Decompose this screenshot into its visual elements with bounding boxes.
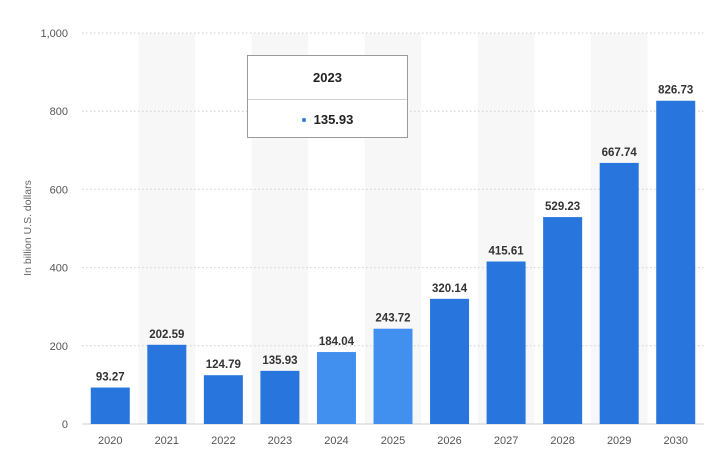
- data-label-2021: 202.59: [149, 329, 184, 341]
- x-tick-label: 2024: [324, 435, 348, 447]
- bar-2028[interactable]: [543, 217, 583, 424]
- data-label-2030: 826.73: [658, 85, 693, 97]
- data-label-2027: 415.61: [488, 245, 524, 257]
- x-tick-label: 2025: [381, 435, 405, 447]
- y-tick-label: 400: [50, 263, 68, 275]
- x-tick-label: 2030: [663, 435, 687, 447]
- bar-2026[interactable]: [430, 298, 470, 424]
- y-axis-title: In billion U.S. dollars: [22, 180, 34, 276]
- tooltip-value: 135.93: [313, 112, 354, 127]
- bar-2030[interactable]: [656, 100, 696, 425]
- data-label-2022: 124.79: [206, 359, 241, 371]
- bar-2027[interactable]: [486, 261, 526, 424]
- y-tick-label: 0: [62, 419, 68, 431]
- y-tick-label: 200: [50, 341, 68, 353]
- x-tick-label: 2022: [211, 435, 235, 447]
- bar-2020[interactable]: [90, 387, 130, 424]
- data-label-2025: 243.72: [375, 313, 410, 325]
- bar-2022[interactable]: [203, 375, 243, 424]
- data-label-2026: 320.14: [432, 283, 468, 295]
- data-label-2023: 135.93: [262, 355, 297, 367]
- tooltip: 2023 135.93: [247, 55, 408, 138]
- bar-2021[interactable]: [147, 344, 187, 424]
- series-dot-icon: [301, 117, 306, 122]
- bar-2029[interactable]: [599, 162, 639, 424]
- tooltip-body: 135.93: [248, 100, 407, 139]
- x-tick-label: 2021: [155, 435, 179, 447]
- x-axis-ticks: 2020 2021 2022 2023 2024 2025 2026 2027 2028 2029…: [98, 435, 688, 447]
- x-tick-label: 2028: [550, 435, 574, 447]
- x-tick-label: 2020: [98, 435, 122, 447]
- data-label-2020: 93.27: [96, 372, 125, 384]
- x-tick-label: 2027: [494, 435, 518, 447]
- bar-2023[interactable]: [260, 370, 300, 424]
- x-tick-label: 2023: [268, 435, 292, 447]
- data-label-2028: 529.23: [545, 201, 580, 213]
- bar-2025[interactable]: [373, 328, 413, 424]
- tooltip-title: 2023: [248, 56, 407, 100]
- data-label-2024: 184.04: [319, 336, 355, 348]
- x-tick-label: 2026: [437, 435, 461, 447]
- data-labels: 93.27 202.59 124.79 135.93 184.04 243.72 320.1…: [96, 85, 693, 384]
- y-tick-label: 600: [50, 184, 68, 196]
- y-axis-ticks: 0 200 400 600 800 1,000: [40, 28, 68, 431]
- data-label-2029: 667.74: [602, 147, 638, 159]
- y-tick-label: 800: [50, 106, 68, 118]
- y-tick-label: 1,000: [40, 28, 68, 40]
- bars: [90, 100, 696, 425]
- bar-2024[interactable]: [316, 352, 356, 424]
- x-tick-label: 2029: [607, 435, 631, 447]
